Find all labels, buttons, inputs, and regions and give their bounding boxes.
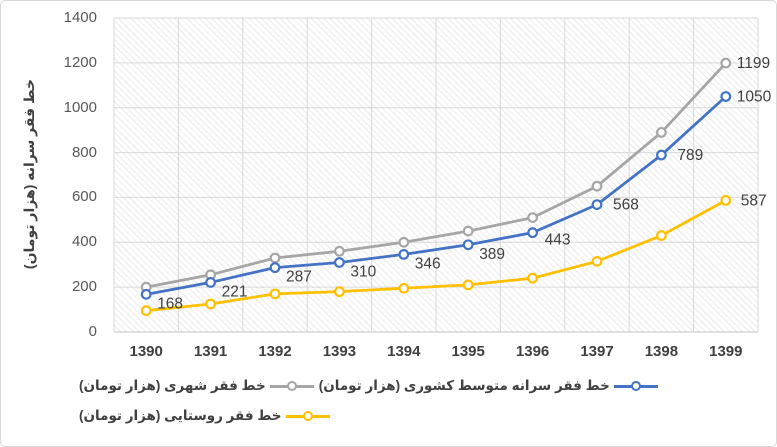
data-point[interactable] xyxy=(334,286,345,298)
x-tick-label: 1391 xyxy=(193,343,228,360)
x-tick-label: 1392 xyxy=(258,343,292,360)
data-point[interactable] xyxy=(398,236,410,248)
series-line[interactable] xyxy=(145,62,727,289)
data-label: 443 xyxy=(545,232,571,249)
data-point[interactable] xyxy=(720,194,732,206)
chart-legend: خط فقر شهری (هزار تومان) خط فقر سرانه مت… xyxy=(1,371,776,431)
data-label: 346 xyxy=(415,255,441,272)
data-point[interactable] xyxy=(462,279,474,291)
data-point[interactable] xyxy=(527,227,538,239)
legend-label-rural: خط فقر روستایی (هزار تومان) xyxy=(79,408,282,423)
y-tick-label: 800 xyxy=(71,143,97,161)
data-point[interactable] xyxy=(334,257,345,268)
data-point[interactable] xyxy=(527,272,538,284)
y-tick-label: 200 xyxy=(71,278,97,296)
x-axis-tick-labels: 1390 1391 1392 1393 1394 1395 1396 1397 1398 1399 xyxy=(1,343,776,363)
legend-label-national-average: خط فقر سرانه متوسط کشوری (هزار تومان) xyxy=(318,378,610,393)
data-point[interactable] xyxy=(205,298,217,310)
data-point[interactable] xyxy=(398,282,410,294)
data-point[interactable] xyxy=(269,262,281,274)
data-point[interactable] xyxy=(269,288,281,300)
data-point[interactable] xyxy=(591,180,603,192)
x-tick-label: 1390 xyxy=(129,343,163,360)
data-label: 1199 xyxy=(737,55,770,72)
y-axis-tick-labels: 0 200 400 600 800 1000 1200 1400 xyxy=(1,1,105,341)
series-line[interactable] xyxy=(146,199,727,313)
y-tick-label: 1000 xyxy=(63,98,97,116)
data-point[interactable] xyxy=(398,248,410,260)
data-label: 568 xyxy=(613,197,639,214)
data-label: 587 xyxy=(741,192,767,209)
y-tick-label: 600 xyxy=(71,188,97,206)
legend-row-2: خط فقر روستایی (هزار تومان) xyxy=(79,401,776,431)
legend-label-urban: خط فقر شهری (هزار تومان) xyxy=(79,378,266,393)
data-label: 310 xyxy=(350,263,376,280)
data-point[interactable] xyxy=(591,255,603,267)
data-point[interactable] xyxy=(591,199,603,211)
data-point[interactable] xyxy=(720,57,732,69)
y-tick-label: 0 xyxy=(88,323,97,340)
data-point[interactable] xyxy=(656,230,667,241)
data-label: 789 xyxy=(677,147,703,164)
data-point[interactable] xyxy=(334,245,345,257)
data-point[interactable] xyxy=(656,126,667,138)
y-tick-label: 1200 xyxy=(63,53,97,71)
x-tick-label: 1398 xyxy=(644,343,679,360)
x-tick-label: 1393 xyxy=(322,343,357,360)
x-tick-label: 1395 xyxy=(451,343,485,360)
x-tick-label: 1394 xyxy=(387,343,421,360)
data-label: 389 xyxy=(479,246,505,263)
data-point[interactable] xyxy=(720,91,732,102)
data-point[interactable] xyxy=(656,149,667,161)
legend-item-national-average[interactable]: خط فقر سرانه متوسط کشوری (هزار تومان) xyxy=(319,378,658,394)
line-marker-icon xyxy=(285,410,330,422)
data-label: 1050 xyxy=(737,89,772,106)
legend-item-urban[interactable]: خط فقر شهری (هزار تومان) xyxy=(79,378,314,394)
data-point[interactable] xyxy=(140,305,152,317)
data-point[interactable] xyxy=(140,288,152,300)
y-tick-label: 1400 xyxy=(63,9,97,26)
line-marker-icon xyxy=(269,380,314,392)
data-point[interactable] xyxy=(527,212,538,224)
x-tick-label: 1399 xyxy=(709,343,743,360)
data-point[interactable] xyxy=(269,252,281,264)
legend-row-1: خط فقر شهری (هزار تومان) خط فقر سرانه مت… xyxy=(79,371,776,401)
series-line[interactable] xyxy=(145,95,727,296)
data-point[interactable] xyxy=(462,239,474,251)
data-label: 221 xyxy=(222,283,248,300)
y-tick-label: 400 xyxy=(71,233,97,251)
x-tick-label: 1396 xyxy=(515,343,550,360)
data-point[interactable] xyxy=(462,225,474,237)
x-tick-label: 1397 xyxy=(580,343,614,360)
data-point[interactable] xyxy=(205,277,217,288)
data-label: 287 xyxy=(286,269,312,286)
line-marker-icon xyxy=(613,380,658,392)
data-label: 168 xyxy=(157,295,183,312)
legend-item-rural[interactable]: خط فقر روستایی (هزار تومان) xyxy=(79,408,330,424)
